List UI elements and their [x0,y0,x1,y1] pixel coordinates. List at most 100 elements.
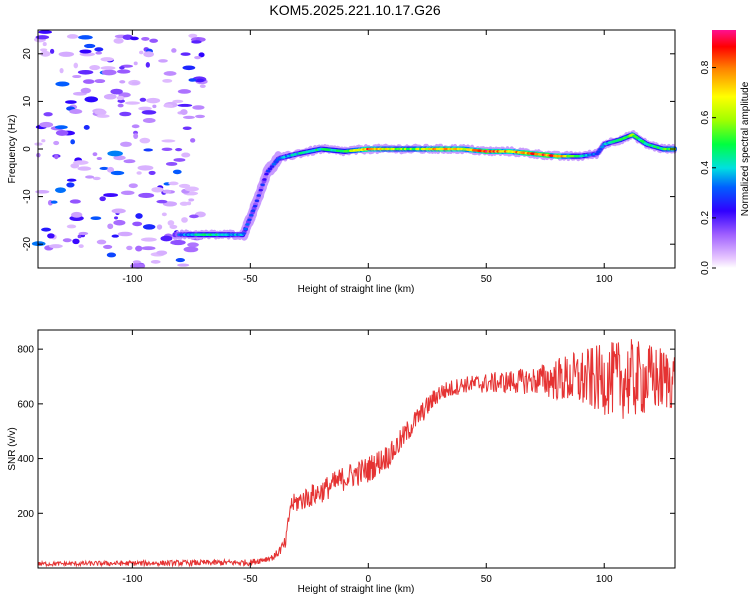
heatmap-cell [182,65,196,71]
heatmap-cell [41,227,52,232]
spectrogram-xlabel: Height of straight line (km) [298,284,415,295]
colorbar-tick-label: 0.0 [700,261,711,275]
heatmap-cell [257,190,263,196]
heatmap-cell [162,78,173,83]
y-tick-label: -20 [22,237,33,252]
heatmap-cell [188,198,195,202]
heatmap-cell [119,80,126,84]
heatmap-cell [78,35,93,40]
y-tick-label: 800 [17,345,34,356]
heatmap-cell [40,50,51,57]
heatmap-cell [175,257,185,263]
heatmap-cell [195,114,205,119]
heatmap-cell [107,166,115,173]
heatmap-cell [78,244,84,249]
colorbar: 0.0 0.2 0.4 0.6 0.8 Normalized spectral ampl… [700,30,750,275]
heatmap-cell [62,238,72,243]
heatmap-cell [113,38,124,44]
heatmap-cell [273,160,279,164]
heatmap-cell [119,111,132,117]
heatmap-cell [179,201,189,206]
snr-series-line [37,339,676,568]
x-tick-label: 50 [481,574,493,585]
heatmap-cell [172,169,182,175]
heatmap-cell [128,183,138,189]
heatmap-cell [94,47,104,52]
heatmap-cell [177,263,190,267]
snr-ticks: -100 -50 0 50 100 200 400 600 800 [17,330,675,585]
heatmap-cell [64,100,77,104]
y-tick-label: 200 [17,509,34,520]
heatmap-cell [35,35,50,40]
heatmap-cell [598,148,603,151]
heatmap-cell [160,235,173,242]
heatmap-cell [133,133,139,139]
colorbar-tick-label: 0.6 [700,110,711,124]
heatmap-cell [103,244,113,249]
heatmap-cell [117,231,133,237]
heatmap-cell [131,81,140,85]
heatmap-cell [141,110,157,115]
heatmap-cell [53,140,60,146]
heatmap-cell [99,196,106,202]
heatmap-cell [54,154,59,160]
heatmap-cell [129,36,139,41]
heatmap-cell [42,42,47,47]
heatmap-cell [168,181,179,186]
heatmap-cell [136,171,142,175]
heatmap-cell [110,88,123,95]
x-tick-label: 100 [596,574,613,585]
heatmap-cell [103,193,119,198]
heatmap-cell [142,117,156,123]
heatmap-cell [194,55,202,60]
heatmap-cell [55,130,69,136]
heatmap-cell [182,115,195,119]
heatmap-cell [171,48,177,53]
heatmap-cell [38,30,53,34]
heatmap-cell [180,109,188,116]
spectrogram-frame [37,29,676,269]
heatmap-cell [106,252,117,258]
heatmap-cell [161,147,173,152]
heatmap-cell [250,209,256,212]
heatmap-cell [167,220,175,226]
x-tick-label: 0 [366,274,372,285]
colorbar-ticks: 0.0 0.2 0.4 0.6 0.8 [700,60,716,275]
heatmap-cell [84,96,99,103]
heatmap-cell [100,57,114,62]
heatmap-cell [111,234,119,238]
heatmap-cell [135,245,143,252]
heatmap-cell [58,51,75,57]
heatmap-cell [66,178,77,182]
spectrogram-ylabel: Frequency (Hz) [7,115,18,184]
heatmap-cell [39,48,48,52]
y-tick-label: 400 [17,454,34,465]
heatmap-cell [66,34,79,39]
heatmap-cell [173,158,186,162]
heatmap-cell [245,223,250,226]
x-tick-label: 50 [481,274,493,285]
heatmap-cell [262,178,267,181]
heatmap-cell [116,69,131,74]
heatmap-cell [83,43,96,49]
colorbar-tick-label: 0.2 [700,211,711,225]
heatmap-cell [92,152,98,157]
heatmap-cell [117,103,124,108]
heatmap-cell [126,245,133,251]
heatmap-cell [163,71,177,76]
heatmap-cell [177,103,193,107]
heatmap-cell [169,224,178,229]
heatmap-cell [178,183,191,189]
heatmap-cell [39,121,54,128]
heatmap-cell [55,187,67,194]
heatmap-cell [165,161,178,166]
heatmap-cell [70,211,83,218]
heatmap-cell [264,172,269,176]
heatmap-cell [66,182,75,188]
heatmap-cell [260,183,265,187]
heatmap-cell [188,78,197,82]
heatmap-cell [170,239,186,246]
heatmap-cell [49,48,55,54]
heatmap-cell [79,49,92,54]
